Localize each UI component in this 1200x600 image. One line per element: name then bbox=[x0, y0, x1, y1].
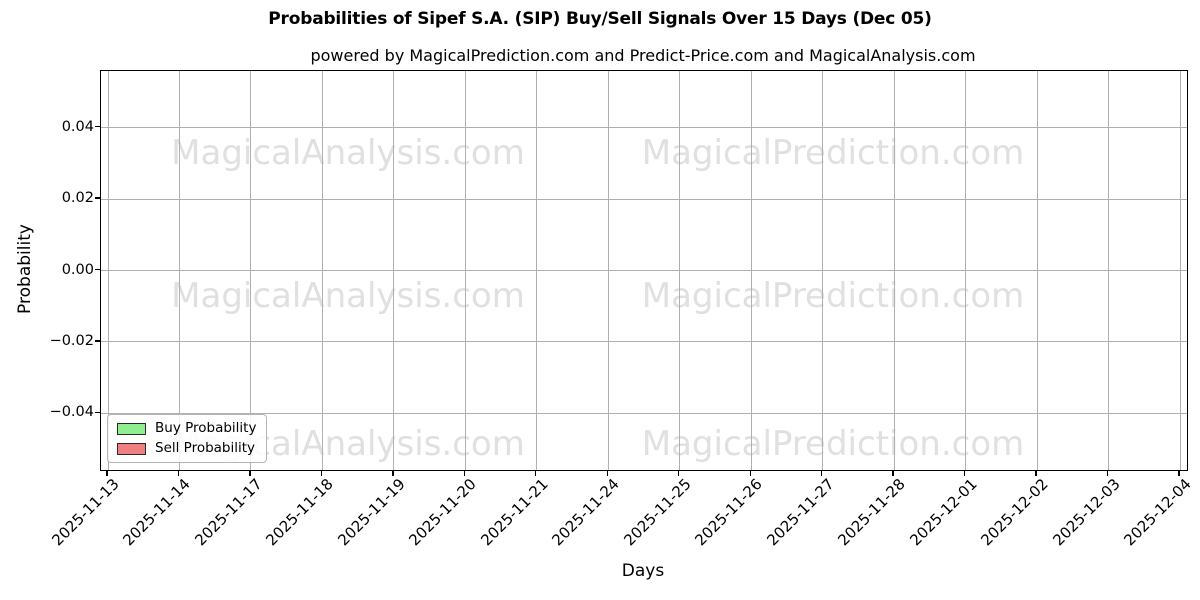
legend-swatch-buy bbox=[117, 422, 146, 435]
watermark-text: MagicalAnalysis.com bbox=[171, 276, 525, 316]
watermark-text: MagicalPrediction.com bbox=[641, 133, 1025, 173]
y-gridline bbox=[101, 341, 1187, 343]
y-tick-label: −0.04 bbox=[49, 404, 94, 421]
x-tick-mark bbox=[749, 471, 751, 476]
y-tick-mark bbox=[95, 268, 100, 271]
y-tick-mark bbox=[95, 340, 100, 342]
watermark-text: MagicalPrediction.com bbox=[641, 276, 1025, 316]
x-tick-mark bbox=[678, 471, 680, 476]
x-tick-mark bbox=[963, 471, 966, 476]
x-tick-mark bbox=[820, 471, 823, 476]
y-gridline bbox=[101, 412, 1187, 414]
y-tick-mark bbox=[95, 126, 100, 128]
y-gridline bbox=[101, 127, 1187, 129]
plot-area: MagicalAnalysis.com MagicalPrediction.com… bbox=[100, 70, 1188, 471]
x-tick-mark bbox=[177, 471, 180, 476]
x-tick-mark bbox=[1106, 471, 1109, 476]
x-tick-mark bbox=[249, 471, 251, 476]
y-gridline bbox=[101, 270, 1187, 271]
legend-swatch-sell bbox=[117, 442, 146, 455]
legend-item: Sell Probability bbox=[117, 441, 256, 456]
x-tick-mark bbox=[392, 471, 394, 476]
watermark-text: MagicalAnalysis.com bbox=[171, 133, 525, 173]
legend-label: Buy Probability bbox=[155, 420, 257, 436]
x-tick-mark bbox=[1035, 471, 1037, 476]
x-tick-mark bbox=[106, 471, 108, 476]
legend: Buy Probability Sell Probability bbox=[107, 414, 268, 463]
y-gridline bbox=[101, 198, 1187, 200]
x-tick-mark bbox=[463, 471, 466, 476]
x-tick-mark bbox=[606, 471, 608, 476]
watermark-text: MagicalPrediction.com bbox=[641, 424, 1025, 464]
y-axis-label: Probability bbox=[15, 224, 35, 314]
legend-item: Buy Probability bbox=[117, 421, 256, 436]
x-tick-mark bbox=[1178, 471, 1180, 476]
x-tick-mark bbox=[892, 471, 894, 476]
chart-subtitle: powered by MagicalPrediction.com and Pre… bbox=[310, 46, 976, 65]
chart-title: Probabilities of Sipef S.A. (SIP) Buy/Se… bbox=[268, 9, 932, 29]
x-tick-mark bbox=[535, 471, 537, 476]
y-tick-label: 0.04 bbox=[61, 118, 94, 135]
y-tick-mark bbox=[95, 197, 100, 199]
x-axis-label: Days bbox=[621, 561, 665, 581]
y-tick-label: −0.02 bbox=[49, 332, 94, 349]
x-tick-mark bbox=[320, 471, 323, 476]
y-tick-label: 0.00 bbox=[61, 261, 94, 278]
y-tick-mark bbox=[95, 411, 100, 413]
legend-label: Sell Probability bbox=[155, 440, 256, 456]
y-tick-label: 0.02 bbox=[61, 190, 94, 207]
